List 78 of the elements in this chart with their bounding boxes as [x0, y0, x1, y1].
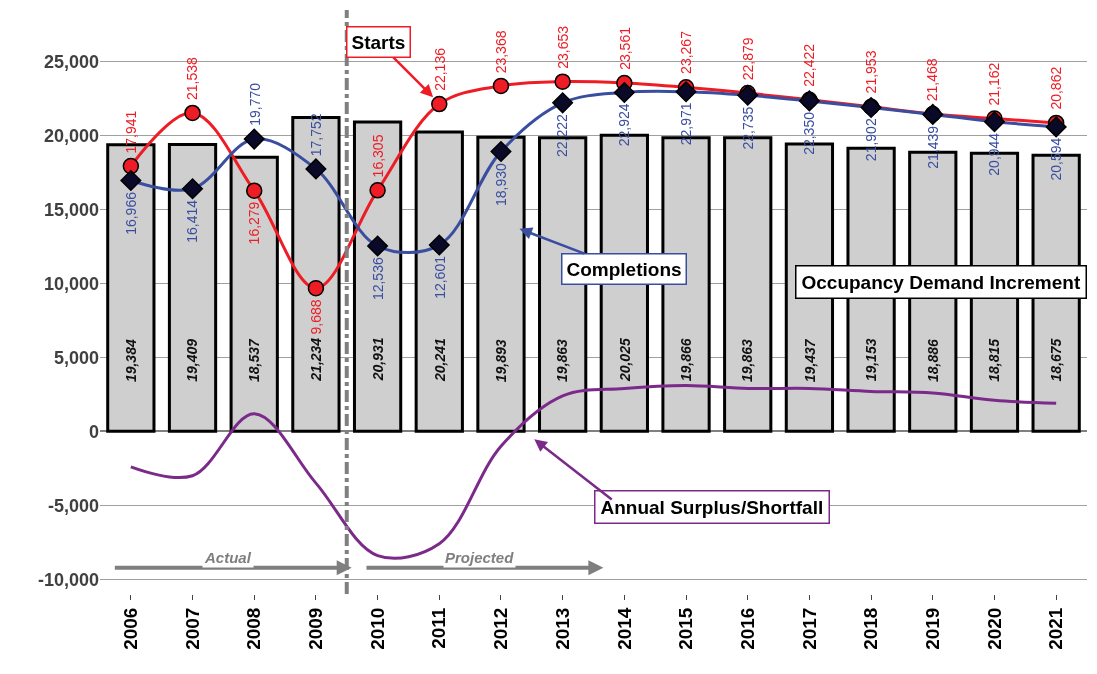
- data-label: 22,222: [554, 113, 571, 157]
- y-tick-label: 15,000: [43, 199, 99, 220]
- x-tick-label: 2006: [120, 607, 142, 650]
- data-label: 21,439: [924, 125, 941, 169]
- data-label: 20,944: [986, 132, 1003, 176]
- data-label: 21,162: [986, 62, 1003, 106]
- data-label: 16,279: [246, 201, 263, 245]
- data-label: 22,422: [801, 43, 818, 87]
- data-label: 20,241: [431, 338, 448, 383]
- data-label: 21,902: [863, 118, 880, 162]
- data-label: 19,770: [246, 82, 263, 126]
- data-label: 20,025: [616, 338, 633, 383]
- x-tick-label: 2021: [1045, 607, 1067, 650]
- data-label: 23,653: [554, 25, 571, 69]
- y-tick-label: -10,000: [37, 569, 99, 590]
- data-label: 20,931: [369, 337, 386, 382]
- data-label: 18,886: [924, 339, 941, 383]
- data-label: 12,601: [431, 255, 448, 299]
- x-tick-label: 2009: [305, 607, 327, 650]
- data-label: 18,930: [492, 162, 509, 206]
- data-label: 22,924: [616, 103, 633, 147]
- data-label: 20,594: [1047, 137, 1064, 181]
- annotation: Projected: [445, 549, 515, 566]
- data-label: 21,538: [184, 56, 201, 100]
- data-label: 18,815: [986, 338, 1003, 382]
- data-label: 21,234: [308, 337, 325, 382]
- data-label: 19,863: [739, 338, 756, 382]
- y-tick-label: 10,000: [43, 273, 99, 294]
- annotation: Annual Surplus/Shortfall: [600, 496, 824, 518]
- x-tick-label: 2012: [490, 607, 512, 650]
- data-label: 16,414: [184, 199, 201, 243]
- data-label: 19,437: [801, 338, 818, 383]
- data-label: 23,368: [492, 30, 509, 74]
- y-tick-label: -5,000: [47, 495, 99, 516]
- data-label: 17,752: [307, 113, 324, 157]
- y-tick-label: 5,000: [53, 347, 99, 368]
- x-tick-label: 2017: [798, 607, 820, 650]
- data-label: 22,735: [739, 106, 756, 150]
- x-tick-label: 2011: [428, 607, 450, 649]
- data-label: 18,537: [246, 337, 263, 382]
- x-tick-label: 2018: [860, 607, 882, 650]
- annotation: Completions: [566, 258, 682, 280]
- data-label: 19,893: [492, 339, 509, 383]
- data-label: 22,971: [677, 102, 694, 146]
- annotation: Starts: [351, 31, 406, 53]
- data-label: 22,350: [800, 111, 817, 155]
- x-tick-label: 2008: [243, 607, 265, 650]
- data-label: 12,536: [370, 257, 387, 301]
- data-label: 21,468: [924, 58, 941, 102]
- x-tick-label: 2019: [921, 607, 943, 650]
- y-tick-label: 0: [88, 421, 99, 442]
- annotation: Actual: [204, 549, 252, 566]
- data-label: 16,305: [369, 134, 386, 178]
- x-tick-label: 2007: [181, 607, 203, 650]
- data-label: 19,384: [122, 339, 139, 383]
- data-label: 19,866: [677, 338, 694, 382]
- data-label: 18,675: [1047, 338, 1064, 382]
- x-tick-label: 2010: [366, 607, 388, 650]
- annotation: Occupancy Demand Increment: [801, 271, 1081, 293]
- data-label: 20,862: [1047, 66, 1064, 110]
- data-label: 17,941: [123, 110, 140, 154]
- x-tick-label: 2013: [551, 607, 573, 650]
- y-tick-label: 20,000: [43, 125, 99, 146]
- data-label: 21,953: [862, 50, 879, 94]
- data-label: 19,863: [554, 338, 571, 382]
- data-label: 19,409: [184, 338, 201, 382]
- x-tick-label: 2020: [983, 607, 1005, 650]
- data-label: 9,688: [308, 299, 325, 335]
- data-label: 16,966: [122, 191, 139, 235]
- y-tick-label: 25,000: [43, 52, 99, 73]
- data-label: 19,153: [862, 338, 879, 382]
- x-tick-label: 2016: [736, 607, 758, 650]
- data-label: 23,267: [678, 30, 695, 74]
- data-label: 22,879: [740, 37, 757, 81]
- x-tick-label: 2014: [613, 607, 635, 650]
- x-tick-label: 2015: [675, 607, 697, 650]
- data-label: 22,136: [431, 47, 448, 91]
- data-label: 23,561: [616, 26, 633, 70]
